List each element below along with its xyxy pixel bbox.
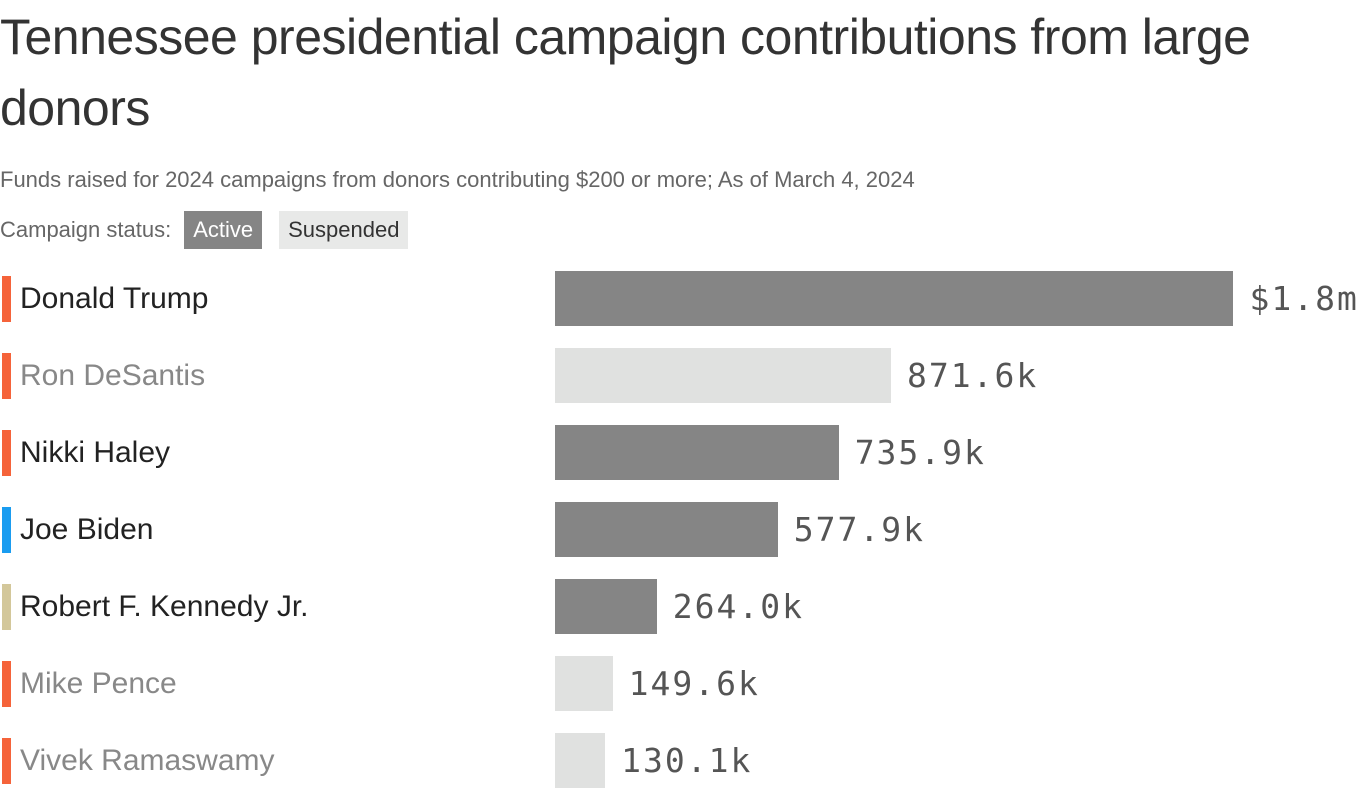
bar	[555, 425, 839, 480]
value-label: $1.8m	[1249, 279, 1359, 318]
bar	[555, 348, 891, 403]
chart-title: Tennessee presidential campaign contribu…	[0, 9, 1251, 136]
bar-row: Nikki Haley 735.9k	[0, 425, 1366, 480]
party-mark	[2, 353, 11, 399]
party-mark	[2, 661, 11, 707]
bar-row: Donald Trump $1.8m	[0, 271, 1366, 326]
value-label: 130.1k	[621, 741, 753, 780]
legend: Campaign status: Active Suspended	[0, 211, 409, 249]
party-mark	[2, 276, 11, 322]
candidate-name: Vivek Ramaswamy	[20, 744, 275, 777]
party-mark	[2, 584, 11, 630]
bar-row: Robert F. Kennedy Jr. 264.0k	[0, 579, 1366, 634]
value-label: 149.6k	[628, 664, 760, 703]
legend-active: Active	[184, 211, 263, 249]
candidate-name: Mike Pence	[20, 667, 177, 700]
candidate-name: Nikki Haley	[20, 436, 171, 469]
bar	[555, 733, 606, 788]
party-mark	[2, 507, 11, 553]
bar	[555, 656, 613, 711]
candidate-name: Donald Trump	[20, 282, 209, 315]
legend-label: Campaign status:	[0, 217, 172, 242]
bar	[555, 502, 778, 557]
bar-row: Ron DeSantis 871.6k	[0, 348, 1366, 403]
bar-row: Joe Biden 577.9k	[0, 502, 1366, 557]
value-label: 871.6k	[907, 356, 1039, 395]
candidate-name: Ron DeSantis	[20, 359, 206, 392]
value-label: 735.9k	[854, 433, 986, 472]
candidate-name: Robert F. Kennedy Jr.	[20, 590, 309, 623]
legend-suspended: Suspended	[279, 211, 409, 249]
bar	[555, 579, 657, 634]
party-mark	[2, 430, 11, 476]
chart-subtitle: Funds raised for 2024 campaigns from don…	[0, 167, 915, 192]
bar	[555, 271, 1234, 326]
bar-row: Vivek Ramaswamy 130.1k	[0, 733, 1366, 788]
bar-row: Mike Pence 149.6k	[0, 656, 1366, 711]
value-label: 577.9k	[793, 510, 925, 549]
value-label: 264.0k	[672, 587, 804, 626]
party-mark	[2, 738, 11, 784]
candidate-name: Joe Biden	[20, 513, 154, 546]
